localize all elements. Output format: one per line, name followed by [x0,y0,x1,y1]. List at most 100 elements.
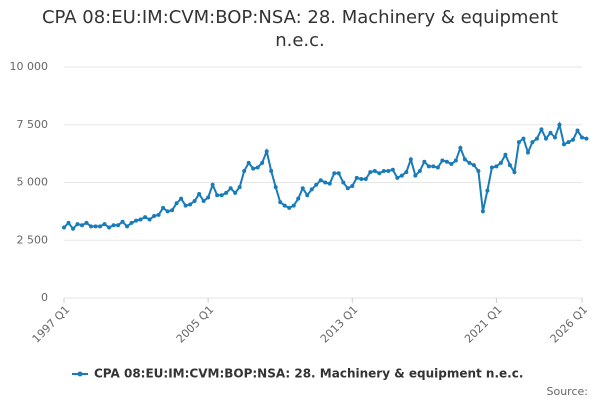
point [530,140,535,145]
point [489,165,494,170]
point [201,198,206,203]
point [584,136,589,141]
point [458,145,463,150]
point [390,167,395,172]
point [296,196,301,201]
point [395,175,400,180]
point [363,177,368,182]
point [539,127,544,132]
point [467,160,472,165]
point [138,217,143,222]
line [63,121,587,231]
point [75,222,80,227]
point [575,128,580,133]
point [557,122,562,127]
y-tick-label: 7 500 [17,118,49,131]
y-tick-label: 2 500 [17,233,49,246]
point [476,168,481,173]
point [449,162,454,167]
x-tick-label: 1997 Q1 [30,303,73,346]
point [174,201,179,206]
point [521,136,526,141]
point [89,224,94,229]
point [323,180,328,185]
chart-title: CPA 08:EU:IM:CVM:BOP:NSA: 28. Machinery … [41,7,559,51]
point [71,226,76,231]
point [431,164,436,169]
point [264,149,269,154]
point [237,185,242,190]
point [552,135,557,140]
point [282,203,287,208]
point [273,185,278,190]
point [246,160,251,165]
y-tick-label: 5 000 [17,176,49,189]
point [516,140,521,145]
point [147,217,152,222]
point [215,193,220,198]
point [98,224,103,229]
point [305,193,310,198]
point [327,181,332,186]
point [84,220,89,225]
point [318,178,323,183]
point [228,186,233,191]
point [93,224,98,229]
point [512,170,517,175]
point [444,159,449,164]
legend-label: CPA 08:EU:IM:CVM:BOP:NSA: 28. Machinery … [94,367,523,381]
point [480,209,485,214]
point [152,213,157,218]
point [62,225,66,230]
point [359,177,364,182]
point [134,218,139,223]
point [251,166,256,171]
point [543,136,548,141]
point [129,220,134,225]
point [494,164,499,169]
x-tick-label: 2013 Q1 [318,303,361,346]
point [125,224,130,229]
point [561,142,566,147]
point [485,188,490,193]
point [233,190,238,195]
point [507,163,512,168]
point [417,168,422,173]
point [260,160,265,165]
y-tick-label: 0 [41,291,48,304]
point [183,203,188,208]
point [435,165,440,170]
x-tick-label: 2005 Q1 [174,303,217,346]
point [354,175,359,180]
point [426,164,431,169]
point [278,200,283,205]
point [566,140,571,145]
point [107,225,112,230]
point [242,168,247,173]
point [287,205,292,210]
point [102,222,107,227]
source: Source: [547,385,589,398]
point [503,152,508,157]
point [399,173,404,178]
point [372,168,377,173]
point [534,136,539,141]
point [422,159,427,164]
point [120,219,125,224]
point [525,150,530,155]
point [291,203,296,208]
point [170,208,175,213]
point [404,170,409,175]
point [116,223,121,228]
point [345,186,350,191]
point [300,186,305,191]
x-tick-label: 2026 Q1 [548,303,591,346]
point [386,168,391,173]
point [255,165,260,170]
point [350,183,355,188]
point [197,192,202,197]
point [341,180,346,185]
point [224,190,229,195]
point [440,158,445,163]
